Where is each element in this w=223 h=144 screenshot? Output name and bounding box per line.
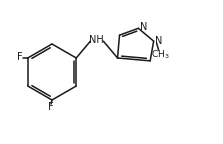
Text: CH$_3$: CH$_3$ bbox=[151, 49, 170, 61]
Text: N: N bbox=[140, 22, 147, 32]
Text: N: N bbox=[155, 36, 162, 46]
Text: NH: NH bbox=[89, 35, 104, 45]
Text: F: F bbox=[48, 102, 54, 112]
Text: F: F bbox=[17, 52, 23, 62]
